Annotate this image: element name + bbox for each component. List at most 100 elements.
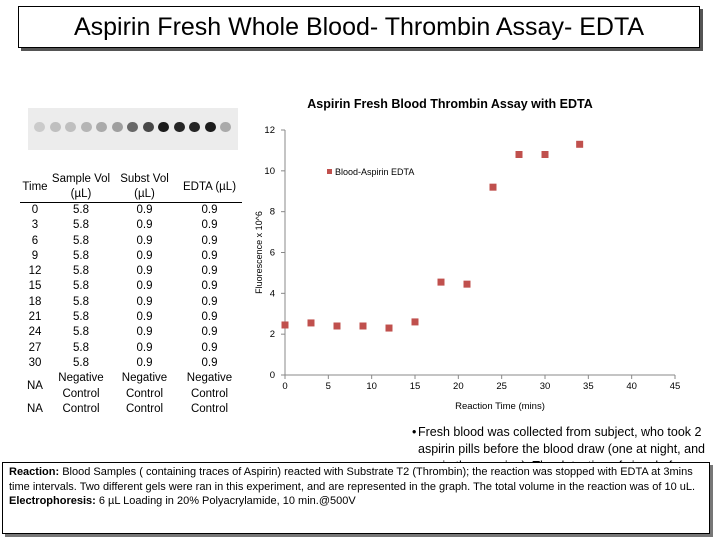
gel-band xyxy=(34,122,45,132)
table-cell: 5.8 xyxy=(73,265,89,278)
table-row: NA Control Control Control xyxy=(20,402,242,417)
table-cell: NA xyxy=(27,402,43,415)
table-cell: 0.9 xyxy=(136,295,153,308)
y-tick-label: 12 xyxy=(264,125,275,136)
table-cell: 0.9 xyxy=(201,204,218,216)
gel-band xyxy=(204,122,216,132)
table-cell: 0.9 xyxy=(201,265,218,278)
table-cell: 0.9 xyxy=(201,280,218,293)
electrophoresis-label: Electrophoresis: xyxy=(9,495,96,507)
gel-band xyxy=(158,122,169,132)
table-cell: Control xyxy=(190,402,229,415)
gel-band xyxy=(127,122,138,132)
notes-box: Reaction: Blood Samples ( containing tra… xyxy=(2,462,710,534)
table-cell: 0.9 xyxy=(136,249,153,262)
x-tick-label: 40 xyxy=(626,381,637,392)
table-cell: 0.9 xyxy=(136,234,153,247)
table-row: 0 5.8 0.9 0.9 xyxy=(20,203,242,219)
data-point xyxy=(437,278,445,286)
table-row: 27 5.8 0.9 0.9 xyxy=(20,341,242,356)
table-cell: Negative Control xyxy=(121,372,168,400)
electrophoresis-text: 6 µL Loading in 20% Polyacrylamide, 10 m… xyxy=(98,495,356,507)
gel-image xyxy=(28,108,238,150)
y-axis-label: Fluorescence x 10^6 xyxy=(254,211,264,294)
table-cell: 0.9 xyxy=(201,249,218,262)
x-tick-label: 15 xyxy=(410,381,421,392)
table-cell: 5.8 xyxy=(73,326,89,339)
chart-title: Aspirin Fresh Blood Thrombin Assay with … xyxy=(307,97,592,111)
gel-band xyxy=(49,122,61,132)
y-tick-label: 10 xyxy=(264,166,275,177)
reaction-label: Reaction: xyxy=(9,466,60,478)
table-cell: 21 xyxy=(28,311,42,324)
chart-svg: Aspirin Fresh Blood Thrombin Assay with … xyxy=(254,97,681,412)
gel-band xyxy=(111,122,123,132)
table-cell: 15 xyxy=(28,280,42,293)
table-cell: 0.9 xyxy=(136,356,153,369)
gel-band xyxy=(80,122,92,132)
x-axis-label: Reaction Time (mins) xyxy=(455,401,545,412)
table-cell: 0.9 xyxy=(201,219,218,232)
data-point xyxy=(489,183,497,191)
x-tick-label: 45 xyxy=(670,381,681,392)
table-cell: 5.8 xyxy=(73,311,89,324)
x-tick-label: 5 xyxy=(326,381,331,392)
table-cell: 0.9 xyxy=(201,295,218,308)
table-row: 12 5.8 0.9 0.9 xyxy=(20,264,242,279)
gel-band xyxy=(96,122,107,132)
table-cell: Control xyxy=(125,402,164,415)
gel-band xyxy=(173,122,185,132)
gel-band xyxy=(142,122,154,132)
table-cell: 0.9 xyxy=(136,341,153,354)
reaction-text: Blood Samples ( containing traces of Asp… xyxy=(9,466,696,493)
table-cell: NA xyxy=(27,379,43,392)
scatter-chart: Aspirin Fresh Blood Thrombin Assay with … xyxy=(245,90,715,425)
y-tick-label: 6 xyxy=(270,248,275,259)
gel-band xyxy=(65,122,76,132)
table-cell: 5.8 xyxy=(73,204,89,216)
data-point xyxy=(307,319,315,327)
table-cell: 5.8 xyxy=(73,219,89,232)
table-cell: 12 xyxy=(28,265,42,278)
table-cell: 0 xyxy=(31,204,39,216)
table-cell: 0.9 xyxy=(201,356,218,369)
table-cell: 5.8 xyxy=(73,341,89,354)
table-cell: 0.9 xyxy=(136,280,153,293)
table-cell: 0.9 xyxy=(201,234,218,247)
y-tick-label: 2 xyxy=(270,329,275,340)
y-tick-label: 4 xyxy=(270,288,275,299)
header-time: Time xyxy=(20,172,50,203)
bullet-symbol: • xyxy=(412,425,417,439)
legend-label: Blood-Aspirin EDTA xyxy=(335,167,414,177)
header-subst-vol: Subst Vol (µL) xyxy=(112,172,177,203)
sample-table: Time Sample Vol (µL) Subst Vol (µL) EDTA… xyxy=(20,172,242,417)
table-cell: 0.9 xyxy=(136,311,153,324)
table-row: 30 5.8 0.9 0.9 xyxy=(20,356,242,371)
y-tick-label: 8 xyxy=(270,207,275,218)
header-edta: EDTA (µL) xyxy=(177,172,242,203)
table-row: 18 5.8 0.9 0.9 xyxy=(20,295,242,310)
table-cell: 24 xyxy=(28,326,42,339)
table-cell: 3 xyxy=(31,219,39,232)
table-header-row: Time Sample Vol (µL) Subst Vol (µL) EDTA… xyxy=(20,172,242,203)
table-cell: 30 xyxy=(28,356,42,369)
table-row: 15 5.8 0.9 0.9 xyxy=(20,279,242,294)
table-cell: Negative Control xyxy=(186,372,233,400)
table-cell: 0.9 xyxy=(201,311,218,324)
table-cell: Control xyxy=(62,402,100,415)
table-cell: 0.9 xyxy=(136,265,153,278)
data-point xyxy=(333,322,341,330)
x-tick-label: 10 xyxy=(366,381,377,392)
data-point xyxy=(411,318,419,326)
table-row: 3 5.8 0.9 0.9 xyxy=(20,218,242,233)
gel-band xyxy=(220,122,231,132)
gel-band xyxy=(189,122,200,132)
table-cell: 0.9 xyxy=(201,341,218,354)
table-cell: 18 xyxy=(28,295,42,308)
table-cell: 27 xyxy=(28,341,42,354)
table-row: NA Negative Control Negative Control Negati… xyxy=(20,371,242,402)
table-cell: 5.8 xyxy=(73,234,89,247)
y-tick-label: 0 xyxy=(270,370,275,381)
slide-title: Aspirin Fresh Whole Blood- Thrombin Assa… xyxy=(18,6,700,48)
x-tick-label: 20 xyxy=(453,381,464,392)
